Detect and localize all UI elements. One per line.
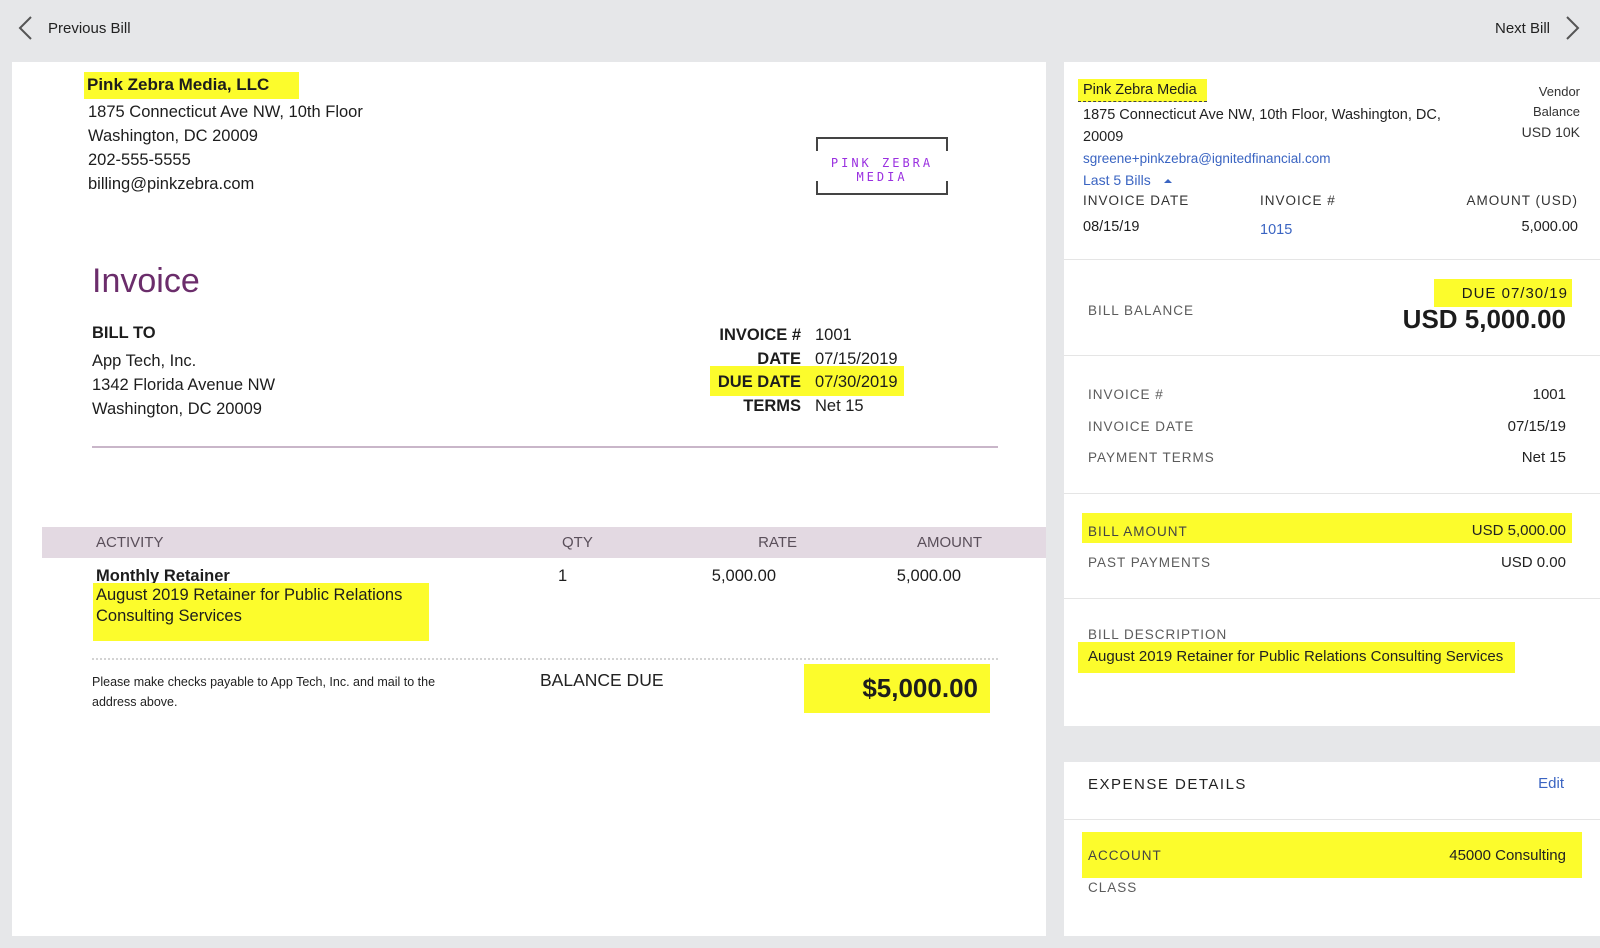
line-items-header: ACTIVITY QTY RATE AMOUNT xyxy=(42,527,1046,558)
logo-bracket-bottom xyxy=(816,181,948,195)
vendor-phone: 202-555-5555 xyxy=(88,151,191,169)
invoice-number-label: INVOICE # xyxy=(719,326,801,344)
vendor-balance-value: USD 10K xyxy=(1521,124,1580,140)
line-item-amount: 5,000.00 xyxy=(896,567,961,585)
balance-due-amount: $5,000.00 xyxy=(804,664,990,713)
line-item-name: Monthly Retainer xyxy=(96,567,230,585)
bill-balance-value: USD 5,000.00 xyxy=(1402,304,1566,334)
vendor-balance-label: Vendor xyxy=(1538,84,1580,99)
line-item-description: August 2019 Retainer for Public Relation… xyxy=(93,583,429,641)
invoice-meta-values: 1001 07/15/2019 07/30/2019 Net 15 xyxy=(815,324,898,418)
invoice-date-label: INVOICE DATE xyxy=(1088,419,1195,434)
payment-terms-value: Net 15 xyxy=(1521,449,1566,466)
history-amount: 5,000.00 xyxy=(1521,219,1578,235)
line-item-rate: 5,000.00 xyxy=(711,567,776,585)
chevron-right-icon xyxy=(1566,16,1580,40)
activity-column-header: ACTIVITY xyxy=(96,534,164,551)
bill-to-company: App Tech, Inc. xyxy=(92,352,197,370)
bill-balance-label: BILL BALANCE xyxy=(1088,303,1195,318)
chevron-left-icon xyxy=(18,16,32,40)
invoice-vendor-name: Pink Zebra Media, LLC xyxy=(84,72,300,99)
past-payments-value: USD 0.00 xyxy=(1500,554,1566,571)
due-date-label: DUE DATE xyxy=(717,373,801,391)
vendor-city-line: Washington, DC 20009 xyxy=(88,127,258,145)
divider xyxy=(1064,598,1600,599)
vendor-logo: PINK ZEBRA MEDIA xyxy=(816,137,948,195)
history-invoice-link[interactable]: 1015 xyxy=(1260,222,1293,238)
vendor-email: billing@pinkzebra.com xyxy=(88,175,255,193)
vendor-name-link[interactable]: Pink Zebra Media xyxy=(1078,79,1207,102)
bill-amount-highlight xyxy=(1082,513,1572,543)
section-divider xyxy=(92,446,998,448)
history-amount-header: AMOUNT (USD) xyxy=(1466,193,1578,208)
invoice-number-label: INVOICE # xyxy=(1088,387,1164,402)
invoice-meta-labels: INVOICE # DATE DUE DATE TERMS xyxy=(718,324,801,418)
past-payments-label: PAST PAYMENTS xyxy=(1088,555,1212,570)
payment-terms-label: PAYMENT TERMS xyxy=(1088,450,1215,465)
invoice-title: Invoice xyxy=(92,262,200,300)
due-date-value: 07/30/2019 xyxy=(815,373,898,391)
divider xyxy=(1064,355,1600,356)
edit-expense-button[interactable]: Edit xyxy=(1538,775,1564,792)
invoice-date-label: DATE xyxy=(757,349,801,368)
terms-value: Net 15 xyxy=(815,396,864,415)
vendor-balance-label: Balance xyxy=(1533,104,1580,119)
vendor-address: 1875 Connecticut Ave NW, 10th Floor, Was… xyxy=(1083,107,1441,145)
terms-label: TERMS xyxy=(743,396,801,415)
history-date-header: INVOICE DATE xyxy=(1083,193,1190,208)
divider xyxy=(1064,259,1600,260)
bill-navigation-bar: Previous Bill Next Bill xyxy=(0,0,1600,62)
balance-due-label: BALANCE DUE xyxy=(540,670,664,690)
caret-up-icon xyxy=(1163,179,1172,184)
divider xyxy=(1064,819,1600,820)
invoice-document: Pink Zebra Media, LLC 1875 Connecticut A… xyxy=(12,62,1046,936)
due-date-highlight xyxy=(710,366,904,396)
invoice-number-value: 1001 xyxy=(815,326,852,344)
payment-note-line: address above. xyxy=(92,695,178,709)
account-value: 45000 Consulting xyxy=(1449,847,1566,864)
vendor-balance: Vendor Balance USD 10K xyxy=(1522,82,1580,142)
bill-to-heading: BILL TO xyxy=(92,324,156,342)
invoice-number-value: 1001 xyxy=(1532,386,1566,403)
bill-to-address: App Tech, Inc. 1342 Florida Avenue NW Wa… xyxy=(92,349,275,421)
logo-text: PINK ZEBRA MEDIA xyxy=(830,156,934,184)
class-label: CLASS xyxy=(1088,880,1138,895)
invoice-date-value: 07/15/2019 xyxy=(815,349,898,368)
bill-description-value: August 2019 Retainer for Public Relation… xyxy=(1078,642,1516,673)
bill-to-street: 1342 Florida Avenue NW xyxy=(92,376,276,394)
last-bills-label: Last 5 Bills xyxy=(1083,172,1151,188)
account-highlight xyxy=(1082,832,1582,878)
invoice-date-value: 07/15/19 xyxy=(1507,418,1566,435)
account-label: ACCOUNT xyxy=(1088,848,1162,863)
previous-bill-label: Previous Bill xyxy=(48,19,131,37)
payment-instructions: Please make checks payable to App Tech, … xyxy=(92,672,435,712)
history-invoice-header: INVOICE # xyxy=(1260,193,1336,208)
due-date-badge: DUE 07/30/19 xyxy=(1434,279,1572,307)
invoice-vendor-address: 1875 Connecticut Ave NW, 10th Floor Wash… xyxy=(88,100,363,196)
payment-note-line: Please make checks payable to App Tech, … xyxy=(92,675,436,689)
divider xyxy=(1064,493,1600,494)
bill-description-label: BILL DESCRIPTION xyxy=(1088,627,1228,642)
bill-to-city: Washington, DC 20009 xyxy=(92,400,262,418)
expense-details-card: EXPENSE DETAILS Edit ACCOUNT 45000 Consu… xyxy=(1064,762,1600,936)
logo-bracket-top xyxy=(816,137,948,151)
next-bill-button[interactable]: Next Bill xyxy=(1495,14,1584,42)
expense-details-title: EXPENSE DETAILS xyxy=(1088,776,1247,793)
last-bills-toggle[interactable]: Last 5 Bills xyxy=(1083,172,1175,188)
dotted-divider xyxy=(92,658,998,660)
next-bill-label: Next Bill xyxy=(1494,19,1550,37)
vendor-email-link[interactable]: sgreene+pinkzebra@ignitedfinancial.com xyxy=(1083,151,1331,166)
amount-column-header: AMOUNT xyxy=(917,534,982,551)
rate-column-header: RATE xyxy=(758,534,797,551)
line-item-qty: 1 xyxy=(558,567,568,585)
vendor-address-line: 1875 Connecticut Ave NW, 10th Floor xyxy=(88,103,363,121)
bill-amount-label: BILL AMOUNT xyxy=(1088,524,1188,539)
history-date: 08/15/19 xyxy=(1083,219,1140,235)
bill-amount-value: USD 5,000.00 xyxy=(1471,522,1566,539)
previous-bill-button[interactable]: Previous Bill xyxy=(14,14,131,42)
bill-summary-card: Pink Zebra Media 1875 Connecticut Ave NW… xyxy=(1064,62,1600,726)
qty-column-header: QTY xyxy=(562,534,593,551)
